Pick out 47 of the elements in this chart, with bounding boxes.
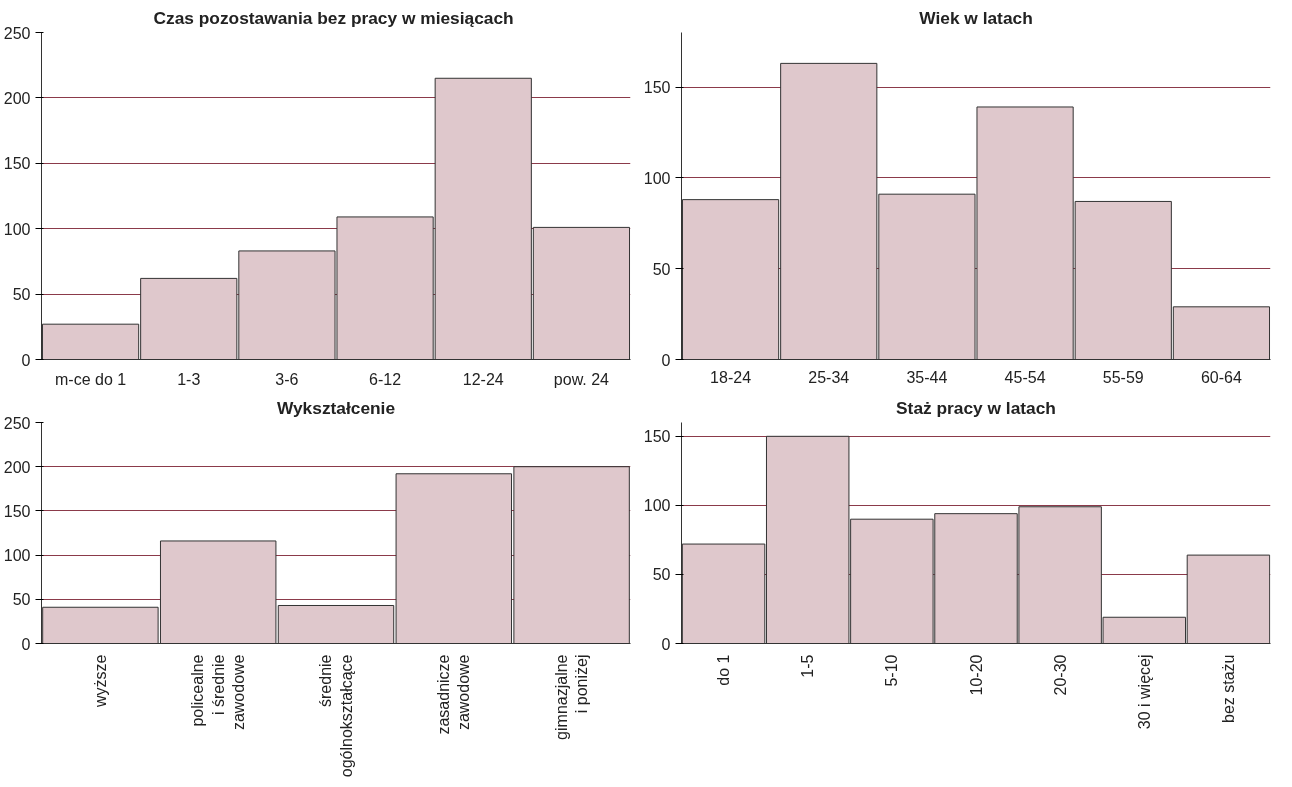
y-tick-label: 100 [643,497,671,515]
y-tick-label: 150 [3,155,31,173]
y-tick-label: 150 [643,79,671,96]
chart-title: Staż pracy w latach [896,397,1056,418]
x-tick-label: bez stażu [1219,654,1237,723]
x-tick-label: 3-6 [275,370,299,388]
x-tick-label: m-ce do 1 [55,370,127,388]
x-tick-label: 20-30 [1051,654,1069,696]
x-tick-label: 12-24 [462,370,504,388]
y-tick-label: 200 [3,89,31,107]
y-tick-label: 50 [12,286,31,304]
x-tick-label: 35-44 [906,368,948,386]
x-tick-label: zasadnicze zawodowe [435,654,473,735]
y-tick-label: 50 [652,566,671,584]
y-tick-label: 100 [643,169,671,187]
x-tick-label: 25-34 [808,368,850,386]
y-tick-label: 200 [3,458,31,476]
x-tick-label: 5-10 [883,654,901,687]
x-tick-label: 55-59 [1102,368,1144,386]
y-tick-label: 100 [3,220,31,238]
x-tick-label: 45-54 [1004,368,1046,386]
x-tick-label: 1-5 [799,654,817,678]
y-tick-label: 0 [661,635,671,653]
x-tick-label: 1-3 [177,370,201,388]
y-tick-label: 0 [21,635,31,653]
x-tick-label: gimnazjalne i poniżej [552,654,591,740]
y-tick-label: 100 [3,547,31,565]
chart-title: Wiek w latach [919,7,1033,28]
x-tick-label: 6-12 [369,370,402,388]
y-tick-label: 150 [643,428,671,446]
y-tick-label: 50 [652,260,671,278]
y-tick-label: 0 [21,351,31,369]
x-tick-label: pow. 24 [553,370,610,388]
y-tick-label: 250 [3,24,31,42]
y-tick-label: 150 [3,502,31,520]
y-tick-label: 250 [3,414,31,432]
x-tick-label: 30 i więcej [1135,654,1153,730]
x-tick-label: 60-64 [1200,368,1242,386]
x-tick-label: wyższe [91,654,109,708]
y-tick-label: 50 [12,591,31,609]
x-tick-label: policealne i średnie zawodowe [189,654,248,731]
x-tick-label: do 1 [715,654,733,686]
y-tick-label: 0 [661,351,671,369]
x-tick-label: 10-20 [967,654,985,696]
x-tick-label: 18-24 [710,368,752,386]
chart-title: Czas pozostawania bez pracy w miesiącach [153,7,514,28]
chart-title: Wykształcenie [276,397,396,418]
